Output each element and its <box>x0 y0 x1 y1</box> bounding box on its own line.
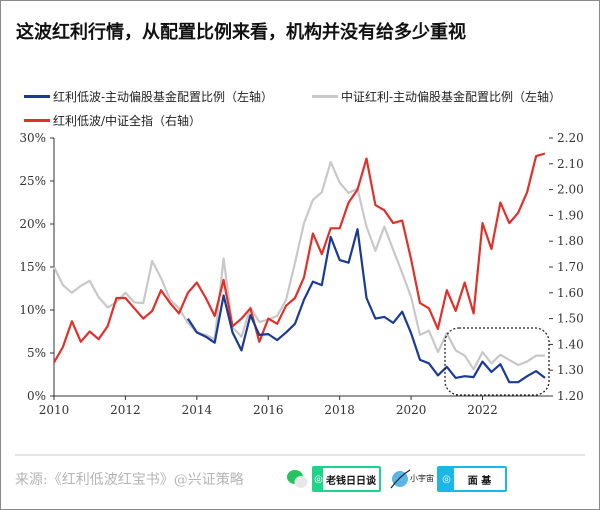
right-tick-label: 1.90 <box>557 208 584 222</box>
badge-mianji[interactable]: ◎ 面 基 <box>437 466 507 492</box>
series-line-1 <box>53 161 545 371</box>
right-tick-label: 1.60 <box>557 286 584 300</box>
left-tick-label: 5% <box>27 346 46 360</box>
legend-item-blue: 红利低波-主动偏股基金配置比例（左轴） <box>24 88 273 105</box>
legend-swatch <box>312 95 338 98</box>
series-line-2 <box>53 152 546 364</box>
right-tick-label: 2.00 <box>557 183 584 197</box>
right-tick-label: 1.40 <box>557 337 584 351</box>
planet-icon <box>390 469 411 489</box>
source-text: 来源:《红利低波红宝书》@兴证策略 <box>15 472 244 488</box>
legend-label: 红利低波-主动偏股基金配置比例（左轴） <box>53 90 274 104</box>
badge-label: 面 基 <box>454 468 505 490</box>
xiaoyuzhou-label: 小宇宙 <box>410 474 434 483</box>
x-tick-label: 2020 <box>396 403 427 417</box>
legend-label: 中证红利-主动偏股基金配置比例（左轴） <box>341 90 562 104</box>
legend-label: 红利低波/中证全指（右轴） <box>53 114 202 128</box>
legend-swatch <box>24 119 50 122</box>
x-tick-label: 2010 <box>39 403 70 417</box>
highlight-box <box>444 327 550 396</box>
right-tick-label: 2.10 <box>557 157 584 171</box>
line-chart: 0% 5% 10% 15% 20% 25% 30% 1.20 1.30 1.40 1.50 1.60 1… <box>19 131 584 417</box>
x-tick-label: 2016 <box>253 403 284 417</box>
wechat-icon <box>287 470 308 488</box>
left-tick-label: 15% <box>19 260 46 274</box>
legend-item-gray: 中证红利-主动偏股基金配置比例（左轴） <box>312 88 561 105</box>
footer-divider <box>15 454 585 456</box>
right-tick-label: 1.20 <box>557 389 584 403</box>
left-tick-label: 10% <box>19 303 46 317</box>
left-tick-label: 30% <box>19 131 46 145</box>
legend-item-red: 红利低波/中证全指（右轴） <box>24 112 201 129</box>
left-tick-label: 0% <box>27 389 46 403</box>
search-icon: ◎ <box>314 468 323 490</box>
right-tick-label: 2.20 <box>557 131 584 145</box>
x-tick-label: 2012 <box>110 403 141 417</box>
legend-swatch <box>24 95 50 98</box>
right-tick-label: 1.50 <box>557 312 584 326</box>
search-icon: ◎ <box>439 468 454 490</box>
series-line-0 <box>186 228 546 384</box>
left-tick-label: 25% <box>19 174 46 188</box>
left-tick-label: 20% <box>19 217 46 231</box>
right-tick-label: 1.30 <box>557 363 584 377</box>
right-tick-label: 1.70 <box>557 260 584 274</box>
badge-label: 老钱日日谈 <box>323 468 379 490</box>
x-tick-label: 2014 <box>182 403 213 417</box>
chart-title: 这波红利行情，从配置比例来看，机构并没有给多少重视 <box>16 22 466 43</box>
x-tick-label: 2018 <box>324 403 355 417</box>
x-tick-label: 2022 <box>467 403 498 417</box>
badge-laoqian[interactable]: ◎ 老钱日日谈 <box>312 466 381 492</box>
right-tick-label: 1.80 <box>557 234 584 248</box>
